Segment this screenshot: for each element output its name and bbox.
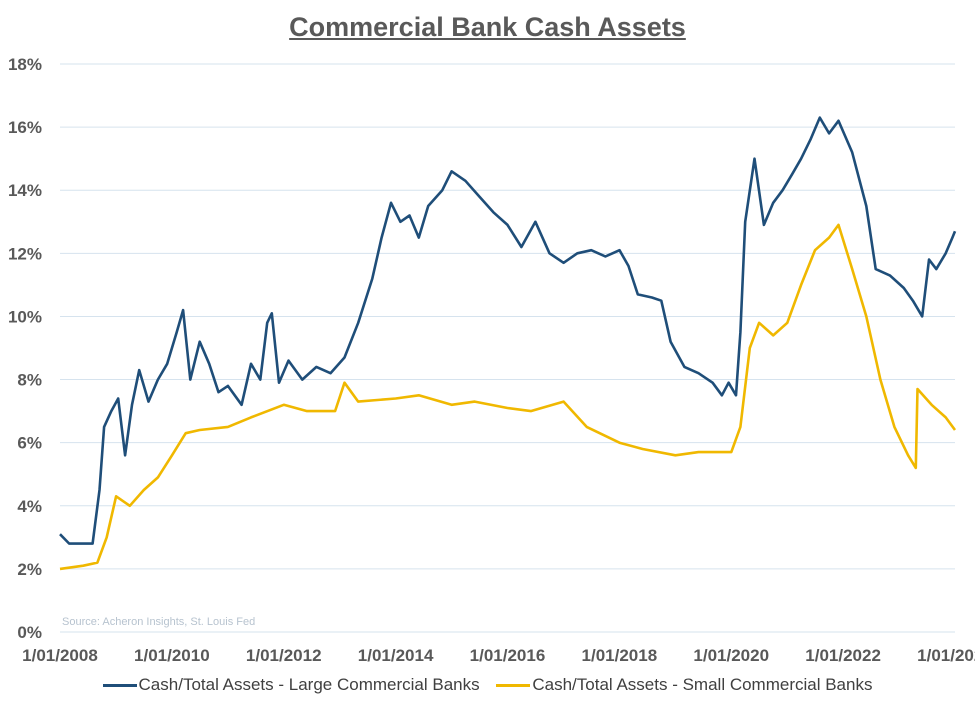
series-lines [59,116,957,571]
x-tick-label: 1/01/2014 [358,646,434,665]
x-tick-label: 1/01/2018 [582,646,658,665]
y-tick-label: 10% [8,307,42,326]
x-axis-ticks: 1/01/2008 1/01/2010 1/01/2012 1/01/2014 1/01… [22,646,975,665]
x-tick-label: 1/01/2024 [917,646,975,665]
legend-label-small-banks: Cash/Total Assets - Small Commercial Ban… [532,675,873,694]
x-tick-label: 1/01/2008 [22,646,98,665]
y-tick-label: 2% [17,560,42,579]
legend-swatch-small-banks [496,684,531,688]
x-tick-label: 1/01/2010 [134,646,210,665]
series-line-small-banks [59,223,957,571]
x-tick-label: 1/01/2016 [470,646,546,665]
y-tick-label: 0% [17,623,42,642]
x-tick-label: 1/01/2020 [693,646,769,665]
legend-item-small-banks: Cash/Total Assets - Small Commercial Ban… [496,675,872,695]
chart-title: Commercial Bank Cash Assets [289,12,686,42]
y-tick-label: 6% [17,434,42,453]
legend-item-large-banks: Cash/Total Assets - Large Commercial Ban… [102,675,480,695]
x-tick-label: 1/01/2022 [805,646,881,665]
legend-label-large-banks: Cash/Total Assets - Large Commercial Ban… [138,675,480,694]
gridlines [60,63,955,633]
y-tick-label: 8% [17,371,42,390]
legend: Cash/Total Assets - Large Commercial Ban… [0,675,975,695]
source-note: Source: Acheron Insights, St. Louis Fed [62,616,255,628]
x-tick-label: 1/01/2012 [246,646,322,665]
y-axis-ticks: 0% 2% 4% 6% 8% 10% 12% 14% 16% 18% [8,55,42,642]
legend-swatch-large-banks [102,684,137,688]
y-tick-label: 18% [8,55,42,74]
y-tick-label: 16% [8,118,42,137]
y-tick-label: 12% [8,244,42,263]
y-tick-label: 4% [17,497,42,516]
y-tick-label: 14% [8,181,42,200]
series-line-large-banks [59,116,957,545]
